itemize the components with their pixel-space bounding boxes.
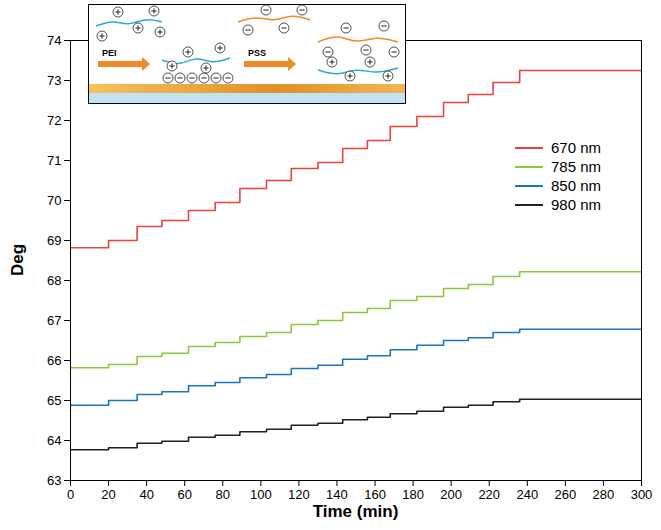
svg-text:40: 40 [139,487,153,502]
svg-text:65: 65 [47,393,61,408]
svg-text:74: 74 [47,33,61,48]
svg-text:64: 64 [47,433,61,448]
html-text:980 nm: 980 nm [551,196,601,213]
svg-text:68: 68 [47,273,61,288]
svg-text:71: 71 [47,153,61,168]
svg-text:200: 200 [440,487,462,502]
svg-text:100: 100 [250,487,272,502]
svg-text:73: 73 [47,73,61,88]
svg-text:260: 260 [555,487,577,502]
html-text:Deg: Deg [8,243,27,277]
svg-text:66: 66 [47,353,61,368]
svg-text:160: 160 [364,487,386,502]
svg-text:70: 70 [47,193,61,208]
svg-text:240: 240 [516,487,538,502]
svg-text:63: 63 [47,473,61,488]
svg-text:0: 0 [67,487,74,502]
html-text:670 nm: 670 nm [551,139,601,156]
html-text:850 nm: 850 nm [551,177,601,194]
svg-text:72: 72 [47,113,61,128]
svg-text:20: 20 [101,487,115,502]
html-text:785 nm: 785 nm [551,158,601,175]
svg-text:PEI: PEI [102,48,117,58]
svg-text:300: 300 [631,487,653,502]
svg-text:69: 69 [47,233,61,248]
svg-text:280: 280 [593,487,615,502]
svg-text:60: 60 [177,487,191,502]
svg-text:180: 180 [402,487,424,502]
svg-text:140: 140 [326,487,348,502]
svg-text:80: 80 [216,487,230,502]
html-text:Time (min): Time (min) [312,502,399,521]
svg-text:120: 120 [288,487,310,502]
svg-text:220: 220 [478,487,500,502]
svg-text:PSS: PSS [248,48,266,58]
svg-text:67: 67 [47,313,61,328]
